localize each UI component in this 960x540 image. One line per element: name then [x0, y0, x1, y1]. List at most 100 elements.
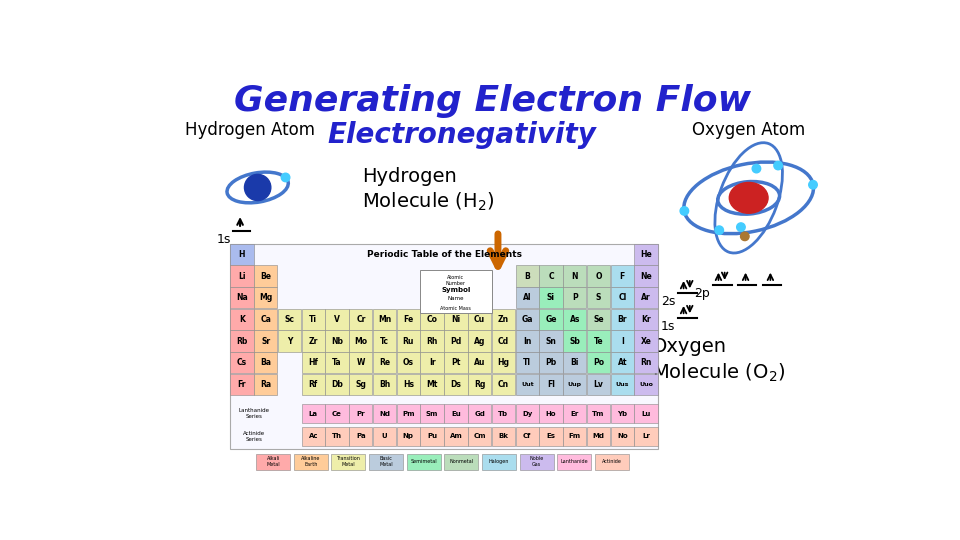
FancyBboxPatch shape [230, 330, 253, 352]
FancyBboxPatch shape [420, 352, 444, 373]
Text: Be: Be [260, 272, 272, 281]
FancyBboxPatch shape [372, 404, 396, 423]
FancyBboxPatch shape [301, 427, 324, 446]
Text: Tl: Tl [523, 358, 531, 367]
FancyBboxPatch shape [444, 330, 468, 352]
Text: Li: Li [238, 272, 246, 281]
Text: Es: Es [546, 434, 556, 440]
FancyBboxPatch shape [635, 287, 658, 308]
FancyBboxPatch shape [254, 287, 277, 308]
Text: Cn: Cn [498, 380, 509, 389]
FancyBboxPatch shape [254, 374, 277, 395]
FancyBboxPatch shape [595, 454, 629, 470]
Text: Sb: Sb [569, 336, 580, 346]
Text: H: H [239, 250, 245, 259]
FancyBboxPatch shape [635, 244, 658, 265]
Text: Ca: Ca [260, 315, 271, 324]
Text: Po: Po [593, 358, 604, 367]
Text: Sg: Sg [355, 380, 367, 389]
FancyBboxPatch shape [468, 330, 492, 352]
Text: Th: Th [332, 434, 342, 440]
Text: Np: Np [403, 434, 414, 440]
Text: Fe: Fe [403, 315, 414, 324]
Text: He: He [640, 250, 652, 259]
Text: Ga: Ga [521, 315, 533, 324]
FancyBboxPatch shape [516, 404, 539, 423]
Text: Generating Electron Flow: Generating Electron Flow [233, 84, 751, 118]
Text: Actinide: Actinide [602, 459, 622, 464]
Text: Sn: Sn [545, 336, 557, 346]
FancyBboxPatch shape [516, 309, 539, 330]
Text: B: B [524, 272, 530, 281]
FancyBboxPatch shape [230, 244, 658, 449]
Text: Nonmetal: Nonmetal [449, 459, 473, 464]
FancyBboxPatch shape [325, 427, 348, 446]
Text: Lv: Lv [593, 380, 604, 389]
Text: Lr: Lr [642, 434, 650, 440]
Text: Alkali
Metal: Alkali Metal [266, 456, 280, 467]
Text: Rb: Rb [236, 336, 248, 346]
Text: Bk: Bk [498, 434, 509, 440]
FancyBboxPatch shape [420, 404, 444, 423]
Text: Md: Md [592, 434, 605, 440]
FancyBboxPatch shape [516, 287, 539, 308]
Circle shape [808, 180, 817, 189]
Text: Atomic Mass: Atomic Mass [441, 306, 471, 312]
FancyBboxPatch shape [564, 427, 587, 446]
Text: Kr: Kr [641, 315, 651, 324]
FancyBboxPatch shape [540, 266, 563, 287]
FancyBboxPatch shape [230, 309, 253, 330]
FancyBboxPatch shape [587, 287, 611, 308]
FancyBboxPatch shape [611, 266, 634, 287]
FancyBboxPatch shape [294, 454, 327, 470]
Text: Tb: Tb [498, 410, 509, 417]
Text: S: S [596, 293, 601, 302]
FancyBboxPatch shape [468, 427, 492, 446]
Text: Oxygen Atom: Oxygen Atom [692, 121, 805, 139]
FancyBboxPatch shape [468, 309, 492, 330]
Text: Ba: Ba [260, 358, 272, 367]
FancyBboxPatch shape [558, 454, 591, 470]
Text: Ir: Ir [429, 358, 436, 367]
Text: Am: Am [449, 434, 463, 440]
FancyBboxPatch shape [519, 454, 554, 470]
Text: Pb: Pb [545, 358, 557, 367]
Ellipse shape [730, 183, 768, 213]
FancyBboxPatch shape [492, 330, 516, 352]
FancyBboxPatch shape [407, 454, 441, 470]
Text: Cm: Cm [473, 434, 486, 440]
Text: Pt: Pt [451, 358, 461, 367]
FancyBboxPatch shape [230, 374, 253, 395]
FancyBboxPatch shape [396, 352, 420, 373]
Text: K: K [239, 315, 245, 324]
Text: Ag: Ag [474, 336, 486, 346]
FancyBboxPatch shape [540, 352, 563, 373]
Text: Re: Re [379, 358, 390, 367]
Text: W: W [357, 358, 365, 367]
Text: 1s: 1s [660, 320, 675, 333]
FancyBboxPatch shape [254, 352, 277, 373]
Text: Ta: Ta [332, 358, 342, 367]
Text: Uut: Uut [521, 382, 534, 387]
Text: Gd: Gd [474, 410, 485, 417]
Text: Ho: Ho [545, 410, 556, 417]
Text: Sc: Sc [284, 315, 295, 324]
FancyBboxPatch shape [396, 330, 420, 352]
FancyBboxPatch shape [516, 266, 539, 287]
Text: Semimetal: Semimetal [410, 459, 437, 464]
FancyBboxPatch shape [230, 266, 253, 287]
FancyBboxPatch shape [635, 352, 658, 373]
FancyBboxPatch shape [349, 309, 372, 330]
Text: Co: Co [426, 315, 438, 324]
Text: Dy: Dy [522, 410, 533, 417]
FancyBboxPatch shape [349, 330, 372, 352]
Text: 2p: 2p [694, 287, 710, 300]
FancyBboxPatch shape [372, 352, 396, 373]
Text: 1s: 1s [216, 233, 230, 246]
FancyBboxPatch shape [587, 427, 611, 446]
FancyBboxPatch shape [564, 404, 587, 423]
FancyBboxPatch shape [349, 427, 372, 446]
FancyBboxPatch shape [468, 404, 492, 423]
FancyBboxPatch shape [301, 330, 324, 352]
Text: Transition
Metal: Transition Metal [336, 456, 360, 467]
